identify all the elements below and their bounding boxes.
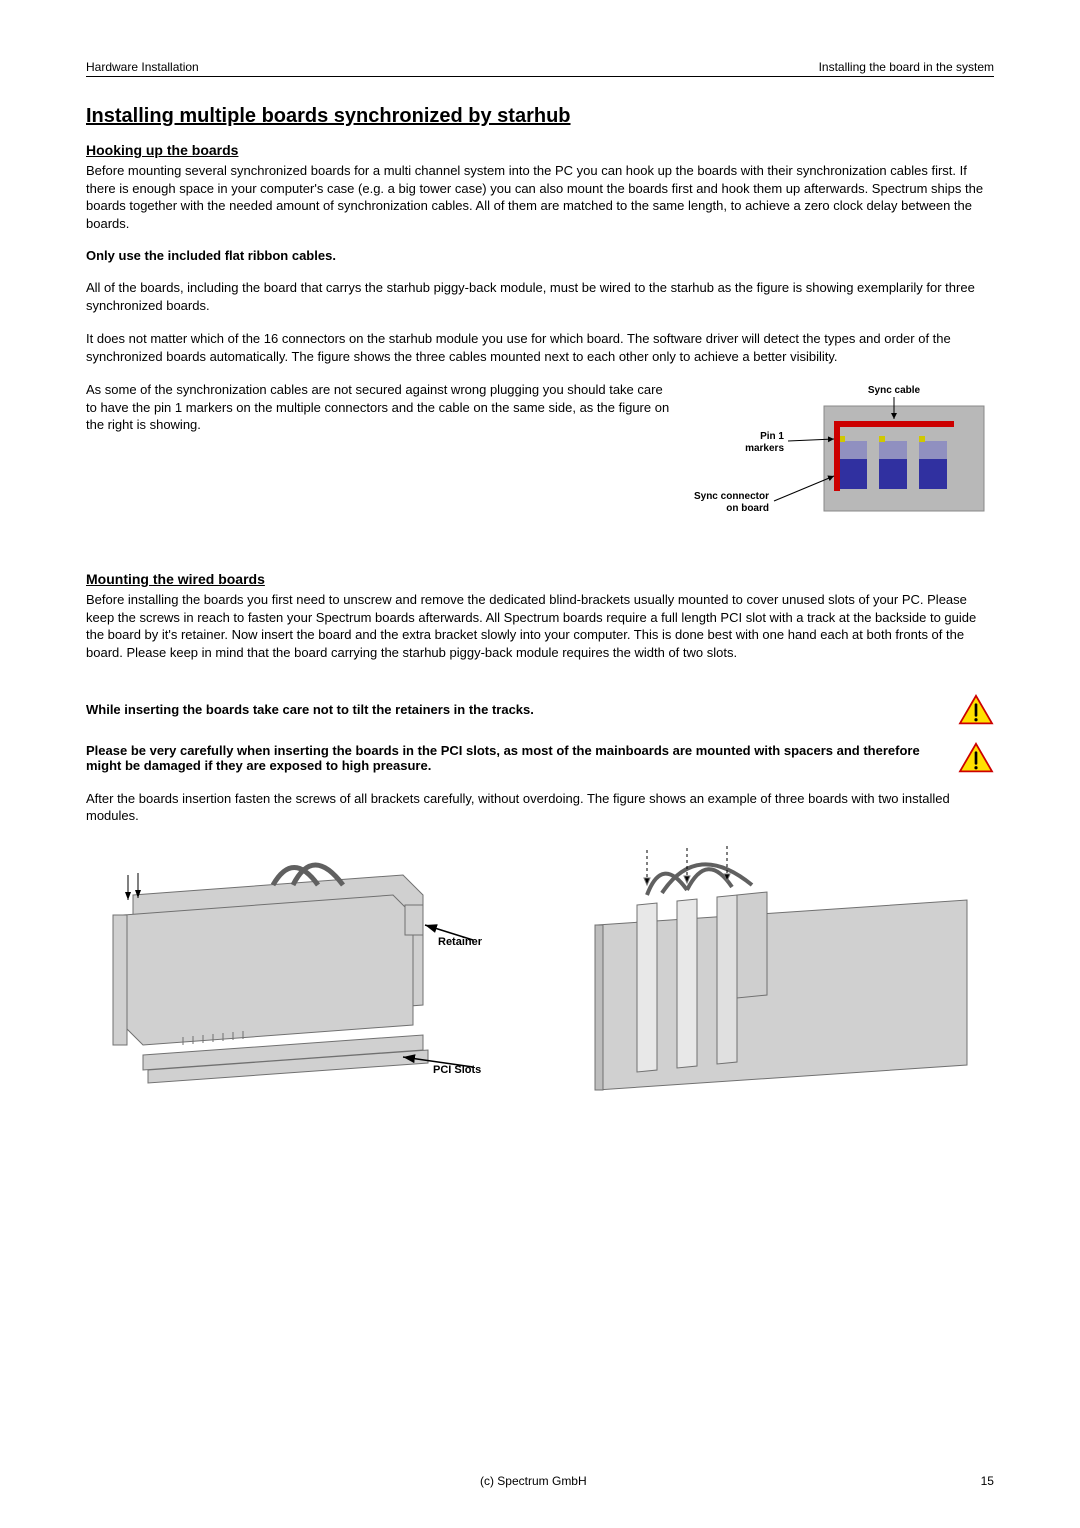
hooking-p2: All of the boards, including the board t… [86,279,994,314]
mounting-p2: After the boards insertion fasten the sc… [86,790,994,825]
hooking-title: Hooking up the boards [86,142,994,158]
page-footer: (c) Spectrum GmbH 15 [86,1474,994,1488]
warning-text-2: Please be very carefully when inserting … [86,743,938,773]
mounting-p1: Before installing the boards you first n… [86,591,994,661]
warning-row-2: Please be very carefully when inserting … [86,742,994,774]
warning-icon [958,694,994,726]
hooking-p3: It does not matter which of the 16 conne… [86,330,994,365]
warning-icon [958,742,994,774]
warning-text-1: While inserting the boards take care not… [86,702,938,717]
header-right: Installing the board in the system [819,60,994,74]
board-figure-left: Retainer PCI Slots [86,845,520,1105]
label-retainer: Retainer [438,936,483,948]
footer-page: 15 [981,1474,994,1488]
label-pin1-a: Pin 1 [760,431,784,442]
label-pin1-b: markers [745,443,784,454]
header-left: Hardware Installation [86,60,199,74]
label-connector-b: on board [726,503,769,514]
page-header: Hardware Installation Installing the boa… [86,60,994,77]
sync-cable-figure: Sync cable Pin 1 markers Sync connector … [694,381,994,531]
hooking-p1: Before mounting several synchronized boa… [86,162,994,232]
hooking-bold1: Only use the included flat ribbon cables… [86,248,994,263]
label-connector-a: Sync connector [694,491,769,502]
label-sync-cable: Sync cable [868,385,921,396]
hooking-p4: As some of the synchronization cables ar… [86,381,674,434]
mounting-title: Mounting the wired boards [86,571,994,587]
board-figure-right [560,845,994,1105]
section-title: Installing multiple boards synchronized … [86,105,994,128]
label-pci: PCI Slots [433,1064,481,1076]
warning-row-1: While inserting the boards take care not… [86,694,994,726]
footer-center: (c) Spectrum GmbH [480,1474,587,1488]
